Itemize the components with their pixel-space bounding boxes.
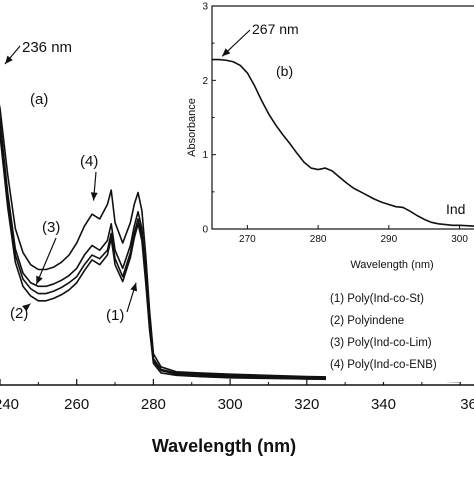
inset-panel: 0 1 2 3 270 280 290 300 Wavelength (nm) Absorbanc… <box>186 2 474 272</box>
main-x-axis-title: Wavelength (nm) <box>152 436 296 456</box>
inset-y-tick-label-0: 0 <box>202 225 208 236</box>
main-legend-entry-c2: (2) Polyindene <box>330 315 404 327</box>
inset-y-tick-label-2: 2 <box>202 76 208 87</box>
inset-y-axis-title: Absorbance <box>186 98 198 157</box>
main-legend: (1) Poly(Ind-co-St) (2) Polyindene (3) Pol… <box>326 286 474 382</box>
inset-x-tick-label-280: 280 <box>310 234 327 245</box>
inset-frame <box>212 6 474 229</box>
inset-x-axis-title: Wavelength (nm) <box>350 259 433 271</box>
inset-x-tick-label-300: 300 <box>451 234 468 245</box>
main-annotation-peak: 236 nm <box>22 39 72 56</box>
inset-y-tick-label-3: 3 <box>202 2 208 13</box>
main-x-tick-label-280: 280 <box>141 396 166 413</box>
inset-text-label: Ind <box>446 201 465 217</box>
main-legend-entry-c1: (1) Poly(Ind-co-St) <box>330 293 424 305</box>
main-annotation-series-1-arrow-head <box>130 283 137 292</box>
main-x-tick-label-300: 300 <box>218 396 243 413</box>
main-panel-label: (a) <box>30 91 48 108</box>
main-x-tick-label-320: 320 <box>294 396 319 413</box>
main-x-tick-label-260: 260 <box>64 396 89 413</box>
main-x-tick-label-240: 240 <box>0 396 19 413</box>
main-annotation-series-4: (4) <box>80 153 98 170</box>
inset-annotation-peak: 267 nm <box>252 21 299 37</box>
inset-y-tick-label-1: 1 <box>202 150 208 161</box>
main-legend-entry-c3: (3) Poly(Ind-co-Lim) <box>330 337 432 349</box>
inset-x-tick-label-290: 290 <box>381 234 398 245</box>
main-x-tick-label-340: 340 <box>371 396 396 413</box>
main-legend-entry-c4: (4) Poly(Ind-co-ENB) <box>330 359 437 371</box>
main-annotation-series-3: (3) <box>42 219 60 236</box>
inset-panel-label: (b) <box>276 63 293 79</box>
main-x-tick-label-360: 360 <box>460 396 474 413</box>
inset-x-tick-label-270: 270 <box>239 234 256 245</box>
main-annotation-series-1: (1) <box>106 307 124 324</box>
